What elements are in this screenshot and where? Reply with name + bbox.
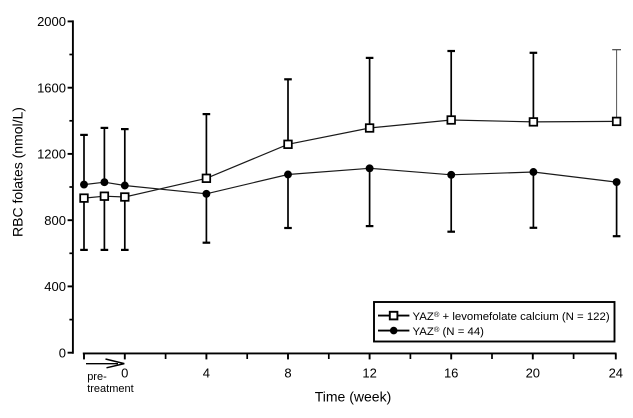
svg-text:16: 16 [444, 366, 458, 381]
svg-text:1600: 1600 [37, 80, 66, 95]
svg-text:pre-: pre- [87, 371, 107, 383]
svg-text:0: 0 [59, 345, 66, 360]
svg-text:12: 12 [362, 366, 376, 381]
svg-text:4: 4 [203, 366, 210, 381]
svg-text:8: 8 [284, 366, 291, 381]
svg-text:YAZ® + levomefolate calcium (N: YAZ® + levomefolate calcium (N = 122) [413, 310, 610, 323]
svg-text:YAZ® (N = 44): YAZ® (N = 44) [413, 325, 485, 338]
svg-text:2000: 2000 [37, 14, 66, 29]
svg-text:400: 400 [44, 279, 66, 294]
svg-text:24: 24 [609, 366, 623, 381]
svg-text:treatment: treatment [87, 383, 133, 395]
svg-text:800: 800 [44, 213, 66, 228]
svg-text:RBC folates (nmol/L): RBC folates (nmol/L) [10, 107, 26, 237]
svg-text:1200: 1200 [37, 147, 66, 162]
svg-text:20: 20 [526, 366, 540, 381]
svg-text:Time (week): Time (week) [315, 388, 392, 404]
svg-text:0: 0 [121, 366, 128, 381]
